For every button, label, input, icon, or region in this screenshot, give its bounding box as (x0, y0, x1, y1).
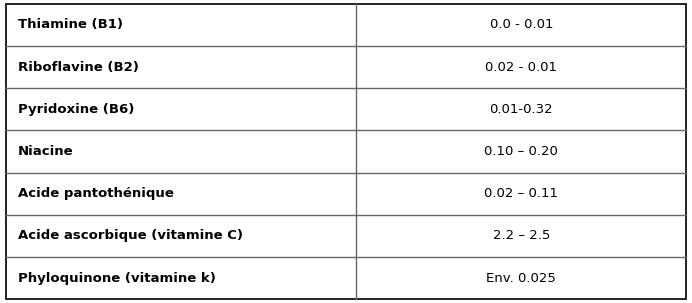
Text: 2.2 – 2.5: 2.2 – 2.5 (493, 229, 550, 242)
Text: Acide pantothénique: Acide pantothénique (18, 187, 174, 200)
Text: Pyridoxine (B6): Pyridoxine (B6) (18, 103, 134, 116)
Text: Phyloquinone (vitamine k): Phyloquinone (vitamine k) (18, 272, 216, 285)
Text: Thiamine (B1): Thiamine (B1) (18, 18, 123, 31)
Text: 0.02 - 0.01: 0.02 - 0.01 (485, 61, 557, 74)
Text: 0.10 – 0.20: 0.10 – 0.20 (484, 145, 558, 158)
Text: 0.0 - 0.01: 0.0 - 0.01 (489, 18, 553, 31)
Text: 0.01-0.32: 0.01-0.32 (489, 103, 553, 116)
Text: Env. 0.025: Env. 0.025 (486, 272, 556, 285)
Text: 0.02 – 0.11: 0.02 – 0.11 (484, 187, 558, 200)
Text: Riboflavine (B2): Riboflavine (B2) (18, 61, 139, 74)
Text: Niacine: Niacine (18, 145, 73, 158)
Text: Acide ascorbique (vitamine C): Acide ascorbique (vitamine C) (18, 229, 243, 242)
